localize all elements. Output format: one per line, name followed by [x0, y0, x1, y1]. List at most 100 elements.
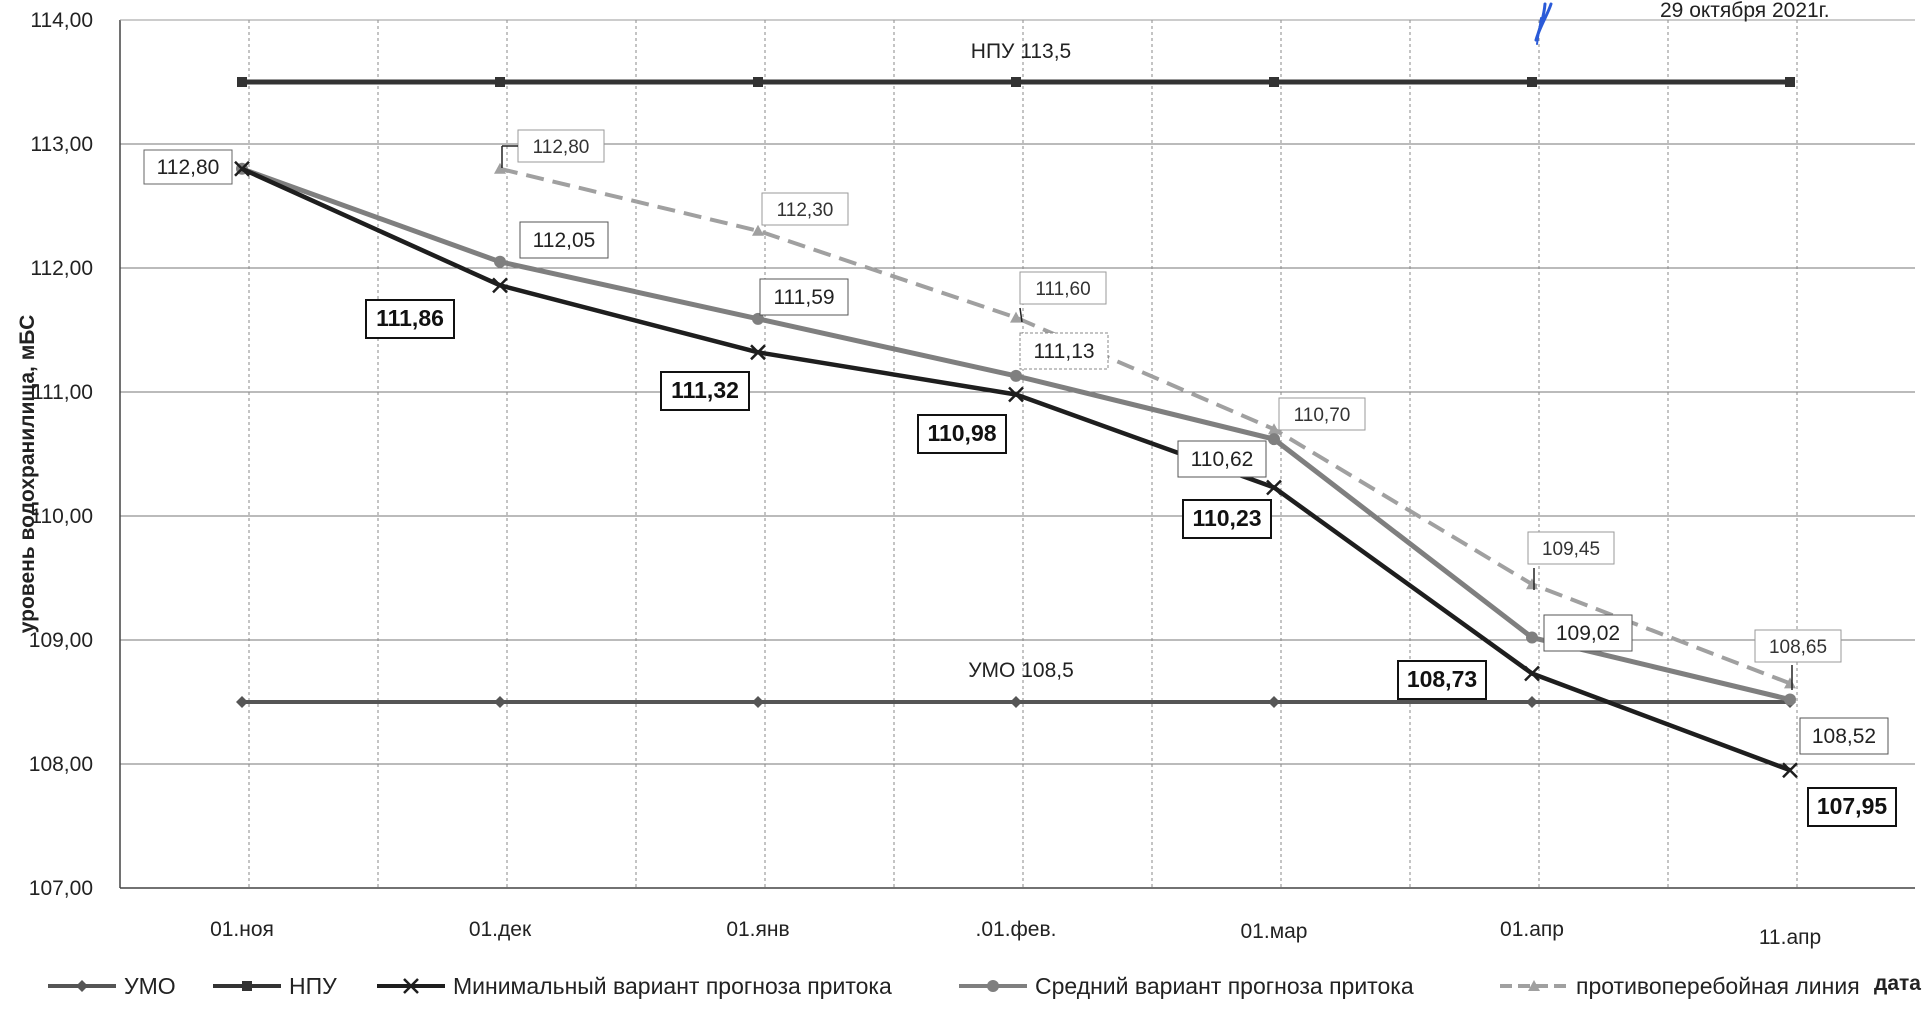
label-text: 111,60	[1035, 279, 1090, 300]
grid	[120, 19, 1915, 888]
legend-marker	[403, 978, 419, 994]
label-box	[761, 192, 849, 226]
data-label: 112,80	[143, 149, 233, 185]
legend-marker	[76, 980, 88, 992]
label-text: 108,73	[1407, 666, 1477, 692]
series-2	[234, 160, 1798, 779]
data-point	[1268, 423, 1280, 435]
annotations: НПУ 113,5 УМО 108,5	[968, 40, 1074, 682]
label-text: 110,62	[1191, 448, 1254, 471]
label-box	[1019, 332, 1109, 370]
label-text: 109,02	[1556, 622, 1620, 645]
x-tick-label: 01.янв	[726, 918, 789, 941]
data-point	[494, 696, 506, 708]
data-label: 108,73	[1397, 660, 1487, 700]
x-tick-label: .01.фев.	[976, 918, 1057, 941]
y-tick-label: 113,00	[30, 133, 93, 156]
legend-item: Минимальный вариант прогноза притока	[377, 973, 892, 999]
data-label: 112,30	[761, 192, 849, 226]
series-line	[499, 166, 1791, 686]
data-point	[1784, 693, 1796, 706]
label-text: 111,13	[1033, 340, 1094, 363]
data-point	[1785, 77, 1795, 87]
label-box	[517, 129, 605, 163]
y-axis-title: уровень водохранилища, мБС	[16, 315, 39, 634]
series	[234, 77, 1798, 779]
data-point	[1782, 762, 1798, 779]
label-box	[1019, 271, 1107, 305]
data-point	[1010, 311, 1022, 323]
data-label: 112,80	[517, 129, 605, 163]
data-label: 110,62	[1177, 440, 1267, 478]
data-point	[1524, 665, 1540, 682]
data-point	[236, 696, 248, 708]
data-point	[1526, 696, 1538, 708]
data-point	[494, 162, 506, 174]
x-tick-label: 11.апр	[1759, 926, 1821, 949]
label-box	[1278, 397, 1366, 431]
label-text: 111,59	[773, 286, 834, 309]
label-text: 110,70	[1294, 405, 1351, 426]
legend-label: НПУ	[289, 973, 337, 999]
data-point	[1526, 578, 1538, 590]
label-text: 111,86	[376, 305, 444, 331]
data-label: 111,13	[1019, 332, 1109, 370]
x-axis-title: дата	[1874, 972, 1921, 995]
label-text: 109,45	[1542, 539, 1600, 560]
y-tick-label: 108,00	[29, 753, 93, 776]
label-box	[917, 414, 1007, 454]
annotation-text: НПУ 113,5	[971, 40, 1071, 63]
legend-marker	[987, 980, 999, 992]
data-label: 108,65	[1754, 629, 1842, 663]
data-point	[750, 344, 766, 361]
data-label: 110,98	[917, 414, 1007, 454]
data-label: 111,59	[759, 278, 849, 316]
legend-item: УМО	[48, 973, 176, 999]
data-point	[495, 77, 505, 87]
data-label: 108,52	[1799, 717, 1889, 755]
data-point	[1784, 677, 1796, 689]
data-point	[237, 77, 247, 87]
data-point	[753, 77, 763, 87]
label-text: 107,95	[1817, 793, 1888, 819]
series-4	[494, 162, 1796, 689]
y-tick-label: 112,00	[30, 257, 93, 280]
data-point	[1268, 696, 1280, 708]
legend-label: Средний вариант прогноза притока	[1035, 973, 1414, 999]
legend-label: Минимальный вариант прогноза притока	[453, 973, 892, 999]
label-text: 112,80	[533, 137, 590, 158]
label-box	[143, 149, 233, 185]
label-text: 112,05	[533, 229, 596, 252]
data-point	[1266, 479, 1282, 496]
data-label: 112,05	[519, 221, 609, 259]
legend-item: НПУ	[213, 973, 337, 999]
data-label: 111,60	[1019, 271, 1107, 305]
data-point	[1269, 77, 1279, 87]
data-point	[1008, 386, 1024, 403]
label-box	[1807, 787, 1897, 827]
label-text: 110,98	[927, 420, 996, 446]
label-box	[759, 278, 849, 316]
x-tick-label: 01.дек	[469, 918, 532, 941]
data-point	[1527, 77, 1537, 87]
legend-marker	[242, 981, 252, 991]
data-point	[1526, 631, 1538, 644]
label-box	[1177, 440, 1267, 478]
data-label: 111,32	[660, 371, 750, 411]
legend-label: противоперебойная линия	[1576, 973, 1860, 999]
data-point	[752, 224, 764, 236]
data-labels: 112,80 111,86 111,32 110,98 110,23 108,73 107,…	[143, 129, 1897, 827]
label-text: 111,32	[671, 377, 739, 403]
data-label: 107,95	[1807, 787, 1897, 827]
legend-item: противоперебойная линия	[1500, 973, 1860, 999]
axes: 107,00 108,00 109,00 110,00 111,00 112,00 113,…	[16, 9, 1921, 995]
x-tick-label: 01.мар	[1241, 920, 1308, 943]
legend: УМО НПУ Минимальный вариант прогноза прито…	[48, 973, 1860, 999]
date-text: 29 октября 2021г.	[1660, 0, 1830, 22]
y-tick-label: 109,00	[29, 629, 93, 652]
data-label: 110,70	[1278, 397, 1366, 431]
data-point	[1268, 433, 1280, 446]
label-box	[365, 299, 455, 339]
data-point	[1010, 696, 1022, 708]
